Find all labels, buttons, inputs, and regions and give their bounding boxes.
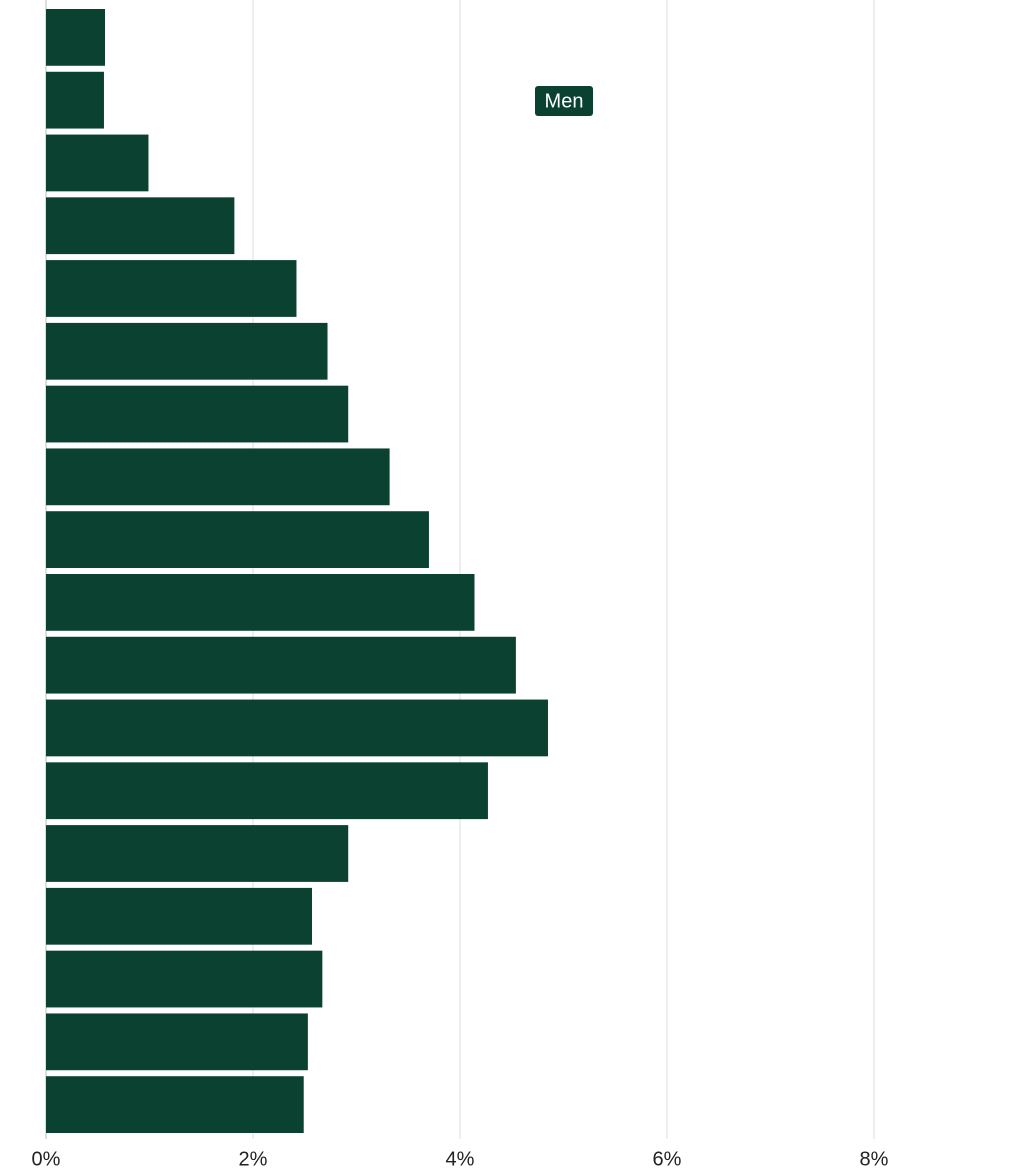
bar [46, 1076, 304, 1133]
bar [46, 448, 390, 506]
bar [46, 636, 516, 694]
legend-label: Men [545, 90, 584, 112]
bar [46, 511, 429, 568]
bar [46, 887, 312, 945]
x-tick-label: 2% [239, 1148, 268, 1170]
bar [46, 260, 297, 317]
legend-item: Men [535, 86, 593, 116]
x-tick-label: 8% [860, 1148, 889, 1170]
bar [46, 1013, 308, 1071]
legend-swatch [535, 86, 593, 116]
bar [46, 134, 149, 192]
bar [46, 825, 349, 882]
bar [46, 9, 105, 66]
bar [46, 385, 349, 443]
bar [46, 322, 328, 380]
x-tick-label: 0% [32, 1148, 61, 1170]
bar [46, 197, 235, 255]
bar [46, 762, 488, 820]
bar [46, 699, 548, 757]
bar [46, 574, 475, 631]
x-tick-label: 4% [446, 1148, 475, 1170]
bar [46, 71, 104, 129]
x-tick-label: 6% [653, 1148, 682, 1170]
bar [46, 950, 323, 1008]
